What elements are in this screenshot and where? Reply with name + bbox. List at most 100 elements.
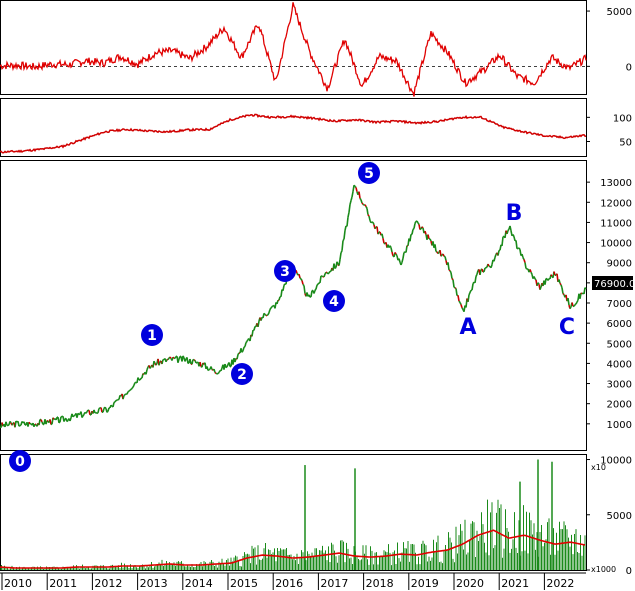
slow-frame	[0, 98, 587, 157]
oscillator-line	[0, 2, 587, 97]
price-segment	[573, 304, 576, 307]
price-segment	[382, 238, 385, 244]
price-segment	[172, 356, 175, 359]
price-segment	[453, 286, 456, 289]
oscillator-tick-label: 0	[626, 62, 632, 73]
last-price-label: 76900.0	[594, 279, 635, 290]
price-segment	[225, 366, 228, 369]
price-segment	[340, 250, 343, 254]
price-segment	[282, 285, 285, 291]
volume-tick-label: 10000	[600, 456, 632, 467]
price-segment	[354, 185, 357, 188]
price-segment	[343, 230, 346, 240]
price-segment	[358, 191, 361, 199]
price-segment	[444, 256, 447, 261]
price-segment	[124, 393, 127, 396]
price-segment	[497, 250, 500, 256]
price-segment	[217, 371, 220, 375]
price-segment	[374, 226, 377, 230]
price-segment	[63, 418, 66, 422]
price-segment	[324, 271, 327, 275]
price-segment	[553, 271, 556, 276]
price-segment	[301, 280, 304, 285]
price-segment	[515, 240, 518, 249]
x-tick-label: 2021	[501, 577, 529, 590]
price-segment	[169, 356, 172, 359]
price-segment	[283, 283, 286, 286]
price-segment	[460, 304, 463, 308]
volume-tick-label: 5000	[607, 511, 632, 522]
price-segment	[269, 307, 272, 310]
price-segment	[537, 282, 540, 285]
wave-label: C	[559, 315, 575, 340]
price-segment	[349, 200, 352, 205]
price-segment	[530, 271, 533, 275]
price-segment	[584, 287, 587, 290]
wave-label: A	[459, 315, 476, 340]
price-segment	[364, 204, 367, 207]
price-segment	[194, 360, 197, 364]
x-tick-label: 2022	[546, 577, 574, 590]
price-segment	[66, 419, 69, 423]
price-segment	[391, 251, 394, 257]
slow-line-panel: 100 50	[0, 113, 632, 154]
price-segment	[112, 402, 115, 408]
price-segment	[211, 368, 214, 371]
price-segment	[228, 362, 231, 367]
price-segment	[442, 253, 445, 257]
price-segment	[313, 290, 316, 294]
price-segment	[459, 302, 462, 305]
price-segment	[377, 231, 380, 235]
price-segment	[518, 247, 521, 251]
price-tick-label: 6000	[607, 319, 632, 330]
price-segment	[237, 352, 240, 355]
price-segment	[110, 404, 113, 407]
wave-circle	[323, 290, 345, 312]
price-segment	[381, 233, 384, 239]
price-segment	[314, 288, 317, 291]
wave-label: 5	[364, 166, 374, 182]
price-segment	[550, 274, 553, 277]
price-segment	[437, 251, 440, 255]
price-segment	[365, 206, 368, 209]
price-segment	[576, 299, 579, 303]
price-segment	[271, 305, 274, 308]
price-segment	[184, 358, 187, 362]
price-segment	[317, 282, 320, 285]
price-segment	[338, 259, 341, 266]
price-segment	[405, 245, 408, 253]
price-segment	[506, 230, 509, 235]
price-panel: 1300012000110001000090008000700060005000…	[0, 178, 632, 431]
price-segment	[411, 229, 414, 235]
price-segment	[355, 187, 358, 192]
price-segment	[471, 283, 474, 291]
price-segment	[178, 356, 181, 360]
last-price-badge: 76900.0	[592, 276, 635, 290]
price-segment	[485, 266, 488, 269]
price-segment	[220, 367, 223, 372]
price-segment	[575, 301, 578, 305]
price-segment	[544, 278, 547, 285]
price-segment	[182, 355, 185, 359]
wave-circle	[9, 450, 31, 472]
osc-frame	[0, 0, 587, 95]
price-segment	[569, 306, 572, 310]
price-segment	[416, 220, 419, 224]
price-tick-label: 11000	[600, 218, 632, 229]
slow-line-tick-label: 100	[613, 113, 632, 124]
wave-label: B	[506, 201, 523, 226]
price-segment	[334, 266, 337, 270]
price-segment	[467, 294, 470, 302]
price-segment	[419, 228, 422, 231]
price-segment	[451, 278, 454, 281]
price-segment	[246, 339, 249, 342]
price-tick-label: 2000	[607, 400, 632, 411]
price-segment	[409, 234, 412, 242]
price-segment	[447, 262, 450, 271]
price-segment	[257, 320, 260, 327]
price-segment	[264, 313, 267, 317]
price-segment	[501, 236, 504, 247]
price-segment	[361, 202, 364, 205]
price-segment	[350, 196, 353, 201]
x-tick-label: 2011	[49, 577, 77, 590]
